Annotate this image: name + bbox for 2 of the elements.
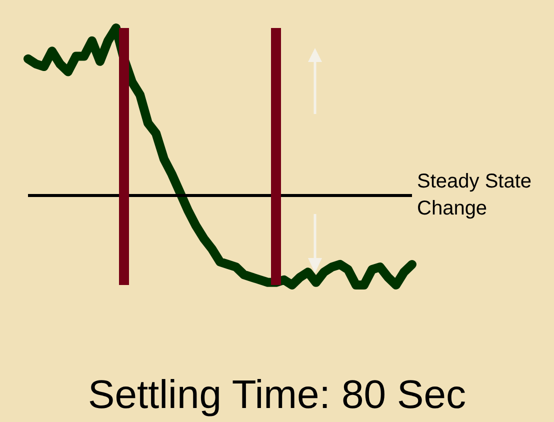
ref-line-label: Steady State Change [417, 170, 538, 220]
text: Settling Time: 80 Sec [88, 373, 466, 417]
